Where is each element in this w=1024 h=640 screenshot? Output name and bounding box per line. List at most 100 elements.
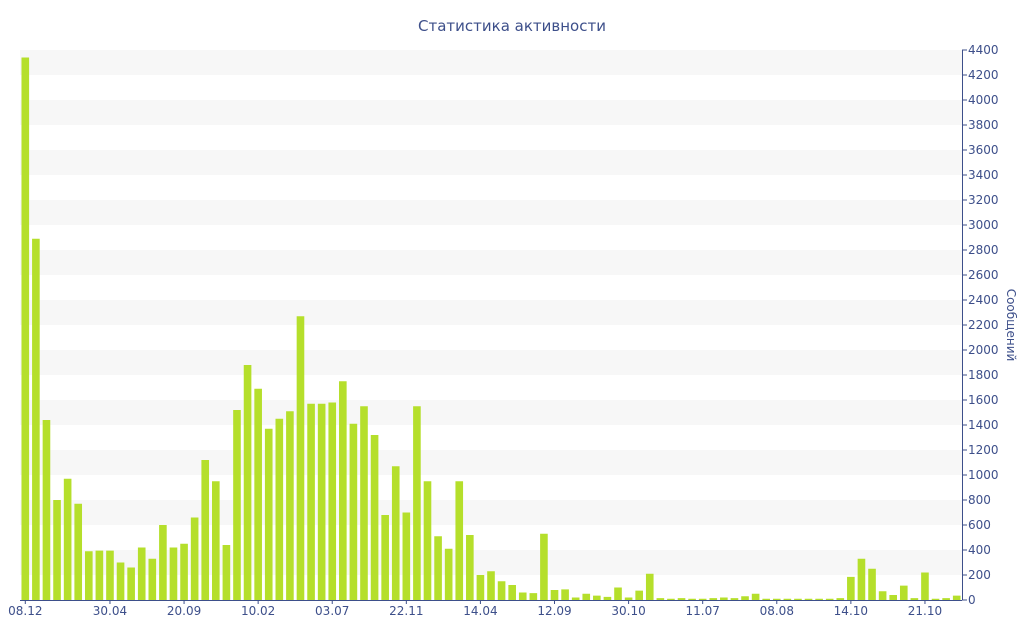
y-tick-label: 4000 (968, 93, 999, 107)
bar (339, 381, 347, 600)
bar (624, 597, 633, 600)
grid-band (20, 350, 962, 375)
bar (444, 548, 453, 600)
x-tick-label: 14.04 (463, 604, 497, 618)
bar (804, 598, 813, 600)
y-tick-label: 4200 (968, 68, 999, 82)
grid-band (20, 100, 962, 125)
bar (931, 598, 940, 600)
x-tick-label: 08.08 (760, 604, 794, 618)
y-tick-label: 2600 (968, 268, 999, 282)
grid-band (20, 250, 962, 275)
x-tick-label: 30.04 (93, 604, 127, 618)
bar (296, 316, 305, 600)
y-tick-label: 4400 (968, 43, 999, 57)
y-tick-label: 1200 (968, 443, 999, 457)
x-axis-ticks: 08.12 30.04 20.09 10.02 03.07 22.11 14.04 12.09… (8, 600, 942, 618)
chart-title: Статистика активности (418, 17, 606, 35)
bar (137, 547, 146, 600)
bar (921, 572, 929, 600)
y-tick-label: 3000 (968, 218, 999, 232)
bar (32, 238, 40, 600)
bar (370, 435, 379, 600)
bar (63, 478, 72, 600)
bar (423, 481, 432, 600)
y-tick-label: 3200 (968, 193, 999, 207)
bar (53, 500, 61, 600)
bar (455, 481, 464, 600)
bar (751, 593, 760, 600)
bar (540, 533, 548, 600)
grid-bands (20, 50, 962, 600)
bar (497, 581, 506, 600)
bar (476, 575, 485, 600)
y-tick-label: 2400 (968, 293, 999, 307)
x-tick-label: 30.10 (611, 604, 645, 618)
y-tick-label: 2000 (968, 343, 999, 357)
y-tick-label: 1400 (968, 418, 999, 432)
bar (317, 403, 326, 600)
bar (645, 573, 654, 600)
bar (783, 598, 792, 600)
x-tick-label: 22.11 (389, 604, 423, 618)
y-tick-label: 2800 (968, 243, 999, 257)
bar (677, 598, 686, 601)
bar (582, 593, 591, 600)
y-tick-label: 600 (968, 518, 991, 532)
x-tick-label: 10.02 (241, 604, 275, 618)
bar (42, 420, 51, 600)
bar (836, 598, 845, 601)
bar (825, 598, 834, 600)
y-tick-label: 1000 (968, 468, 999, 482)
bar (720, 597, 728, 600)
bar (360, 406, 368, 600)
x-tick-label: 08.12 (8, 604, 42, 618)
y-tick-label: 3800 (968, 118, 999, 132)
bar (264, 428, 273, 600)
bar (762, 598, 770, 600)
y-axis-title: Сообщений (1004, 289, 1018, 362)
bar (910, 598, 919, 601)
bar (815, 598, 823, 600)
y-tick-label: 400 (968, 543, 991, 557)
bar (286, 411, 294, 600)
y-tick-label: 2200 (968, 318, 999, 332)
x-tick-label: 21.10 (908, 604, 942, 618)
x-tick-label: 12.09 (537, 604, 571, 618)
bar (201, 460, 210, 600)
grid-band (20, 200, 962, 225)
bar (794, 598, 802, 600)
bar (709, 598, 718, 601)
bar (508, 585, 516, 600)
bar (349, 423, 358, 600)
bar (889, 595, 898, 600)
grid-band (20, 325, 962, 350)
bar (593, 595, 601, 601)
x-tick-label: 11.07 (686, 604, 720, 618)
bar (402, 512, 411, 600)
bar (952, 595, 961, 601)
bar (529, 593, 538, 601)
bar (222, 545, 231, 600)
bar (487, 571, 495, 600)
grid-band (20, 125, 962, 150)
y-tick-label: 800 (968, 493, 991, 507)
bar (857, 558, 866, 600)
grid-band (20, 375, 962, 400)
bar (550, 590, 559, 600)
x-tick-label: 20.09 (167, 604, 201, 618)
grid-band (20, 300, 962, 325)
bar (391, 466, 400, 600)
bar (106, 550, 114, 601)
bar (741, 596, 749, 600)
bar (148, 558, 157, 600)
bar (84, 551, 93, 600)
y-tick-label: 1600 (968, 393, 999, 407)
bar (127, 567, 135, 600)
bar (95, 550, 104, 601)
bar (730, 598, 739, 601)
bar (116, 562, 125, 600)
bar (169, 547, 178, 600)
bar (561, 589, 569, 601)
bar (466, 535, 474, 600)
